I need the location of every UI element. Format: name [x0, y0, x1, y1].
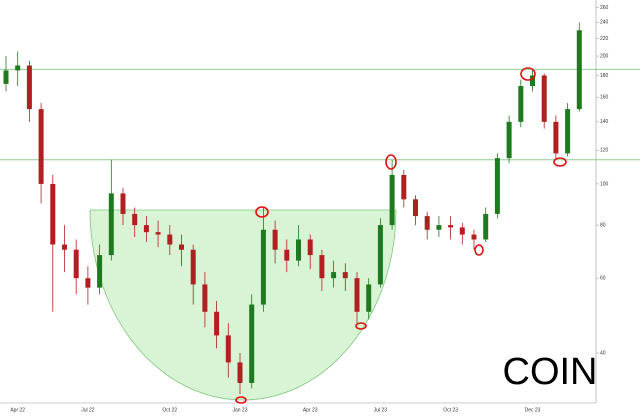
- x-tick-label: Dec 23: [525, 407, 541, 413]
- x-tick-label: Apr 22: [10, 407, 25, 413]
- candle-body: [307, 239, 313, 256]
- y-tick-label: 220: [600, 36, 609, 42]
- highlight-circle: [520, 67, 536, 81]
- candle-body: [401, 174, 407, 200]
- candle-body: [284, 249, 290, 261]
- candle-body: [225, 335, 231, 363]
- candle-body: [530, 75, 535, 87]
- candle-body: [3, 70, 9, 84]
- x-tick-label: Apr 23: [303, 407, 318, 413]
- candle-body: [377, 225, 383, 285]
- candle-body: [38, 109, 44, 184]
- candle-body: [155, 232, 161, 235]
- highlight-circle: [235, 396, 247, 404]
- candle-body: [190, 249, 196, 285]
- candle-body: [237, 362, 243, 383]
- candle-body: [296, 239, 301, 261]
- highlight-circle: [385, 154, 397, 170]
- highlight-circle: [474, 244, 484, 256]
- y-tick-label: 60: [600, 275, 606, 281]
- candle-body: [576, 30, 582, 110]
- candle-body: [50, 183, 56, 245]
- y-tick-label: 200: [600, 53, 609, 59]
- highlight-circles: [235, 67, 567, 404]
- candle-body: [97, 255, 103, 288]
- candle-body: [494, 158, 500, 214]
- x-tick-label: Oct 23: [443, 407, 458, 413]
- ticker-label: COIN: [503, 351, 598, 393]
- candle-body: [342, 272, 348, 279]
- candle-body: [354, 278, 360, 312]
- highlight-circle: [255, 206, 269, 218]
- candle-body: [132, 213, 138, 226]
- candle-body: [541, 75, 547, 122]
- highlight-circle: [355, 322, 367, 330]
- candle-body: [506, 121, 512, 159]
- y-tick-label: 40: [600, 350, 606, 356]
- candle-body: [120, 193, 126, 214]
- y-tick-label: 80: [600, 222, 606, 228]
- y-tick-label: 120: [600, 148, 609, 154]
- candle-body: [73, 249, 79, 279]
- candle-body: [483, 213, 489, 240]
- candle-body: [565, 109, 571, 154]
- candle-body: [319, 255, 325, 279]
- y-tick-label: 240: [600, 20, 609, 26]
- candle-body: [553, 121, 559, 154]
- candle-body: [249, 304, 255, 383]
- candle-body: [62, 244, 67, 250]
- candle-body: [448, 225, 454, 228]
- y-tick-label: 160: [600, 95, 609, 101]
- y-tick-label: 100: [600, 181, 609, 187]
- candle-body: [424, 216, 430, 230]
- candle-body: [471, 234, 477, 240]
- candle-body: [179, 244, 184, 250]
- candle-body: [518, 86, 524, 122]
- candle-body: [459, 227, 465, 235]
- candle-body: [26, 65, 32, 110]
- candle-body: [15, 65, 21, 71]
- y-tick-label: 260: [600, 5, 609, 11]
- candle-body: [167, 234, 173, 245]
- candle-body: [143, 225, 149, 233]
- candle-body: [214, 311, 220, 336]
- y-tick-label: 140: [600, 119, 609, 125]
- x-tick-label: Jan 23: [232, 407, 247, 413]
- candle-body: [202, 284, 208, 312]
- candle-body: [85, 278, 91, 288]
- candle-body: [331, 272, 337, 279]
- x-tick-label: Jul 23: [374, 407, 388, 413]
- candle-body: [260, 229, 266, 305]
- candle-body: [366, 284, 372, 312]
- candle-body: [436, 225, 442, 230]
- candle-body: [389, 174, 395, 226]
- y-tick-label: 180: [600, 73, 609, 79]
- candle-body: [272, 229, 278, 250]
- candle-body: [413, 199, 418, 217]
- x-tick-label: Oct 22: [162, 407, 177, 413]
- candle-body: [108, 193, 114, 256]
- highlight-circle: [553, 157, 567, 167]
- x-tick-label: Jul 22: [81, 407, 95, 413]
